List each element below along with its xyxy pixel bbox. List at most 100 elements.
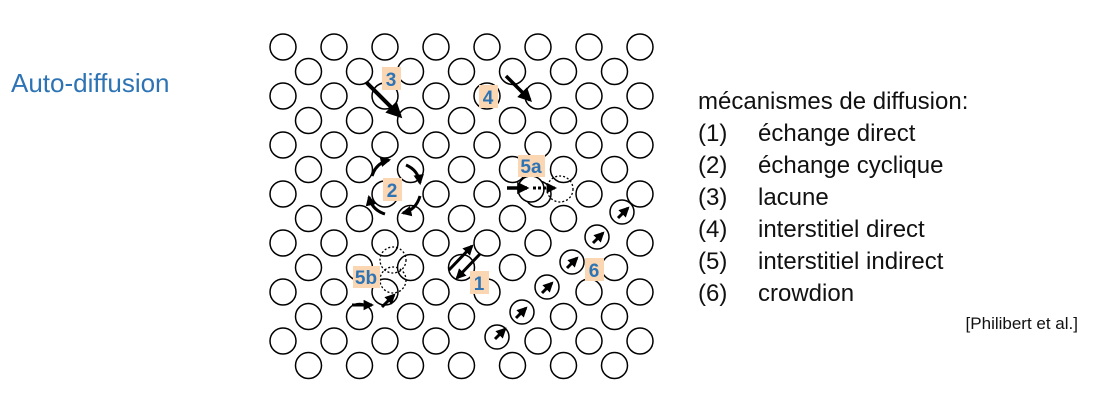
atom bbox=[396, 106, 425, 135]
atom bbox=[447, 204, 476, 233]
atom bbox=[626, 229, 654, 257]
legend-item-label: échange direct bbox=[758, 120, 916, 147]
atom bbox=[320, 180, 348, 208]
atom bbox=[447, 253, 476, 282]
atom bbox=[524, 327, 552, 355]
atom bbox=[600, 155, 629, 184]
atom bbox=[549, 302, 578, 331]
label-3: 3 bbox=[386, 70, 397, 91]
legend-item-label: échange cyclique bbox=[758, 152, 944, 179]
atom bbox=[320, 33, 348, 61]
legend-item-number: (1) bbox=[698, 120, 728, 147]
atom bbox=[320, 82, 348, 110]
atom bbox=[473, 33, 501, 61]
atom bbox=[626, 33, 654, 61]
label-6: 6 bbox=[589, 261, 600, 282]
atom bbox=[524, 131, 552, 159]
arrow-3 bbox=[364, 80, 403, 119]
atom bbox=[422, 229, 450, 257]
label-1: 1 bbox=[474, 274, 485, 295]
atom bbox=[396, 57, 425, 86]
legend-item: (2) échange cyclique bbox=[698, 150, 968, 182]
atom bbox=[498, 351, 527, 380]
atom bbox=[626, 278, 654, 306]
atom bbox=[600, 302, 629, 331]
atom bbox=[371, 131, 399, 159]
legend-item-label: interstitiel indirect bbox=[758, 248, 944, 275]
legend-item: (3) lacune bbox=[698, 182, 968, 214]
atom bbox=[269, 131, 297, 159]
atom bbox=[549, 106, 578, 135]
atom bbox=[269, 82, 297, 110]
atom bbox=[498, 106, 527, 135]
atom bbox=[549, 351, 578, 380]
atom bbox=[396, 253, 425, 282]
legend-item-number: (5) bbox=[698, 248, 728, 275]
atom bbox=[320, 278, 348, 306]
legend-item: (1) échange direct bbox=[698, 118, 968, 150]
atom bbox=[600, 57, 629, 86]
cyclic-arrows bbox=[365, 156, 424, 217]
legend: mécanismes de diffusion: (1) échange dire… bbox=[698, 86, 968, 310]
mechanism-labels: 3 4 2 5a 5b 1 6 bbox=[353, 67, 604, 295]
legend-item-number: (4) bbox=[698, 216, 728, 243]
atom bbox=[269, 33, 297, 61]
atom bbox=[600, 106, 629, 135]
atom bbox=[447, 106, 476, 135]
atom bbox=[626, 82, 654, 110]
atom bbox=[345, 204, 374, 233]
label-5b: 5b bbox=[355, 268, 377, 289]
atom bbox=[498, 253, 527, 282]
atom bbox=[294, 253, 323, 282]
atom bbox=[549, 204, 578, 233]
arrow-5b-diagonal bbox=[380, 293, 396, 309]
atom bbox=[473, 180, 501, 208]
atom bbox=[396, 302, 425, 331]
legend-item-label: crowdion bbox=[758, 280, 855, 307]
legend-item: (5) interstitiel indirect bbox=[698, 246, 968, 278]
arrow-4 bbox=[504, 74, 532, 102]
legend-item-number: (3) bbox=[698, 184, 728, 211]
atom bbox=[269, 327, 297, 355]
atom bbox=[294, 204, 323, 233]
atom bbox=[473, 131, 501, 159]
atom bbox=[345, 57, 374, 86]
atom bbox=[600, 351, 629, 380]
atom bbox=[269, 180, 297, 208]
legend-heading: mécanismes de diffusion: bbox=[698, 88, 969, 115]
atom bbox=[345, 351, 374, 380]
atom bbox=[371, 229, 399, 257]
atom bbox=[549, 57, 578, 86]
atom bbox=[422, 278, 450, 306]
atom bbox=[575, 33, 603, 61]
legend-item: (4) interstitiel direct bbox=[698, 214, 968, 246]
atom bbox=[320, 131, 348, 159]
atom bbox=[320, 327, 348, 355]
label-2: 2 bbox=[387, 181, 398, 202]
citation: [Philibert et al.] bbox=[965, 314, 1078, 333]
atom bbox=[473, 229, 501, 257]
atom bbox=[549, 155, 578, 184]
atom bbox=[422, 327, 450, 355]
atom bbox=[345, 106, 374, 135]
atom bbox=[447, 57, 476, 86]
atom bbox=[269, 229, 297, 257]
atom bbox=[626, 180, 654, 208]
atom bbox=[575, 82, 603, 110]
vacancy-5b-top bbox=[379, 246, 407, 274]
atom bbox=[447, 351, 476, 380]
atom-lattice bbox=[269, 33, 654, 380]
legend-item: (6) crowdion bbox=[698, 278, 968, 310]
atom bbox=[294, 106, 323, 135]
atom bbox=[498, 204, 527, 233]
crowdion-arrows bbox=[493, 206, 630, 341]
atom bbox=[345, 302, 374, 331]
legend-item-label: lacune bbox=[758, 184, 829, 211]
atom bbox=[447, 155, 476, 184]
atom bbox=[524, 33, 552, 61]
atom bbox=[371, 33, 399, 61]
page-title: Auto-diffusion bbox=[11, 68, 170, 98]
atom bbox=[524, 82, 552, 110]
label-5a: 5a bbox=[520, 157, 542, 178]
